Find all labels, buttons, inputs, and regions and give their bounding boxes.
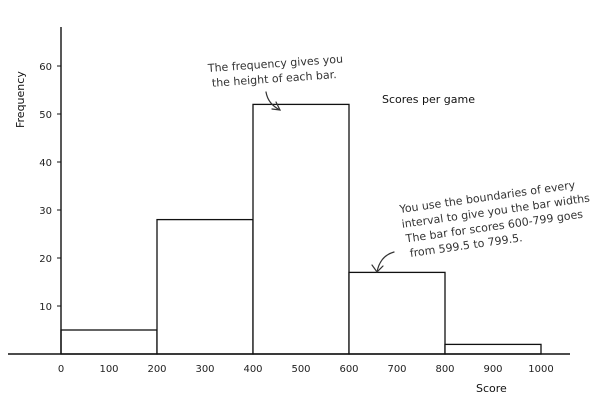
axes-layer (8, 27, 570, 355)
annotation-boundaries-arrowhead (371, 264, 384, 273)
x-tick-500: 500 (291, 364, 310, 375)
x-tick-100: 100 (99, 364, 118, 375)
annotation-frequency-arrowhead (271, 101, 282, 111)
annotation-boundaries: You use the boundaries of every interval… (398, 178, 591, 260)
bar-200-400 (156, 218, 254, 355)
annotation-frequency-arrow (265, 91, 281, 111)
y-tick-10: 10 (39, 302, 52, 313)
annotation-boundaries-arrow (376, 251, 395, 273)
chart-title: Scores per game (382, 93, 475, 106)
y-tick-labels: 10 20 30 40 50 60 (39, 62, 61, 313)
y-axis-label: Frequency (14, 71, 27, 128)
x-tick-600: 600 (339, 364, 358, 375)
x-tick-labels: 0 100 200 300 400 500 600 700 800 900 1000 (58, 364, 554, 375)
bar-800-1000 (444, 343, 542, 355)
x-tick-900: 900 (483, 364, 502, 375)
x-tick-1000: 1000 (528, 364, 553, 375)
annotation-frequency: The frequency gives you the height of ea… (206, 53, 343, 90)
bars-layer (60, 103, 542, 355)
bar-600-800 (348, 271, 446, 355)
x-tick-400: 400 (243, 364, 262, 375)
x-tick-700: 700 (387, 364, 406, 375)
x-axis-label: Score (476, 382, 507, 395)
x-tick-200: 200 (147, 364, 166, 375)
x-tick-0: 0 (58, 364, 64, 375)
y-tick-50: 50 (39, 110, 52, 121)
y-tick-60: 60 (39, 62, 52, 73)
y-tick-30: 30 (39, 206, 52, 217)
y-tick-40: 40 (39, 158, 52, 169)
y-tick-20: 20 (39, 254, 52, 265)
bar-400-600 (252, 103, 350, 355)
x-tick-300: 300 (195, 364, 214, 375)
x-tick-800: 800 (435, 364, 454, 375)
bar-0-200 (60, 329, 158, 355)
